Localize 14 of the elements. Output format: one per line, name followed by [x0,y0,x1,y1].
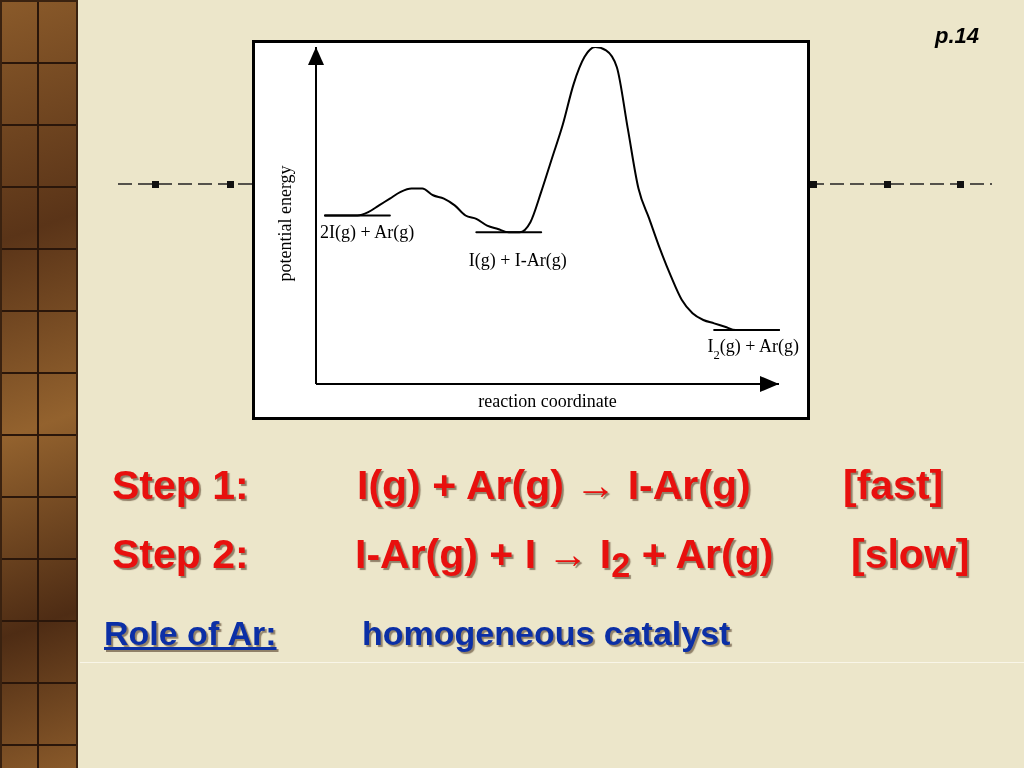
series-label: I$_{2}$(g) + Ar(g) [707,336,799,363]
text: Step 1: [112,462,249,508]
text: Role of Ar: [104,614,277,652]
text: homogeneous catalyst [362,614,731,652]
text: [fast] [843,462,944,508]
text: I-Ar(g) + I → I$_{2}$ + Ar(g) [355,531,774,585]
x-axis-title: reaction coordinate [478,391,617,411]
text: I(g) + Ar(g) → I-Ar(g) [357,462,751,508]
text: [slow] [851,531,970,577]
series-label: I(g) + I-Ar(g) [468,250,567,272]
y-axis-title: potential energy [275,165,295,282]
text: p.14 [935,23,980,48]
text: Step 2: [112,531,249,577]
series-label: 2I(g) + Ar(g) [320,221,415,243]
